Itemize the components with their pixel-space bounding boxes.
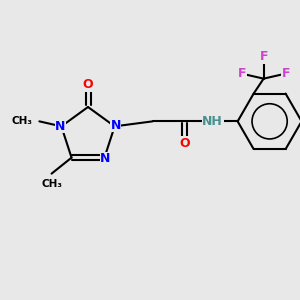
Text: CH₃: CH₃ bbox=[41, 179, 62, 189]
Text: F: F bbox=[281, 67, 290, 80]
Text: O: O bbox=[179, 137, 190, 150]
Text: CH₃: CH₃ bbox=[11, 116, 32, 126]
Text: F: F bbox=[260, 50, 268, 63]
Text: N: N bbox=[100, 152, 111, 165]
Text: NH: NH bbox=[202, 115, 223, 128]
Text: N: N bbox=[55, 120, 66, 133]
Text: F: F bbox=[237, 67, 246, 80]
Text: O: O bbox=[83, 79, 93, 92]
Text: CH₃: CH₃ bbox=[11, 116, 32, 126]
Text: N: N bbox=[110, 119, 121, 132]
